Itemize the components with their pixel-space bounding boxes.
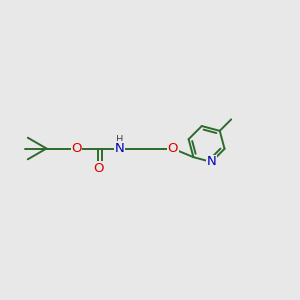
Text: O: O — [71, 142, 82, 155]
Text: O: O — [93, 162, 103, 175]
Text: N: N — [206, 155, 216, 169]
Text: O: O — [167, 142, 178, 155]
Text: N: N — [115, 142, 124, 155]
Text: H: H — [116, 135, 123, 145]
